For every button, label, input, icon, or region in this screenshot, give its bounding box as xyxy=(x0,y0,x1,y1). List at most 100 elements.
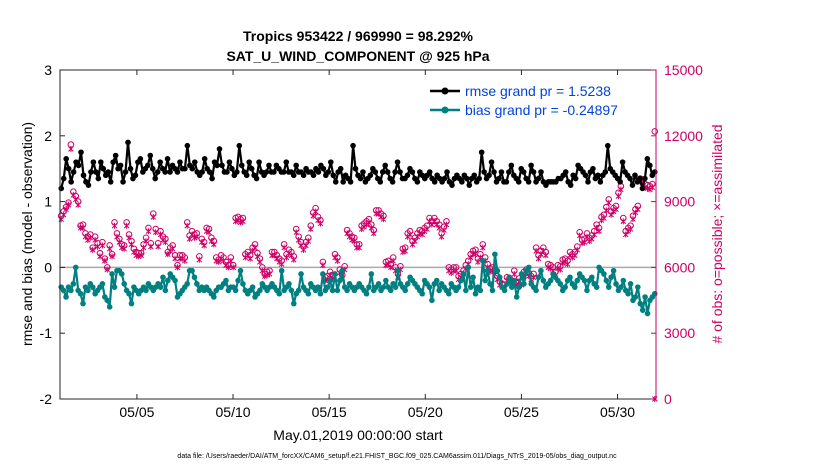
obs-assimilated-point-96 xyxy=(291,256,297,263)
bias-point-82 xyxy=(257,287,263,294)
obs-assimilated-point-135 xyxy=(385,261,392,268)
obs-assimilated-point-156 xyxy=(436,224,442,231)
obs-assimilated-point-95 xyxy=(288,252,295,259)
bias-point-188 xyxy=(513,294,520,300)
rmse-point-149 xyxy=(426,169,433,175)
obs-assimilated-point-238 xyxy=(635,206,641,213)
obs-assimilated-point-235 xyxy=(627,226,634,233)
bias-point-153 xyxy=(429,297,435,304)
rmse-point-12 xyxy=(88,169,94,175)
rmse-point-235 xyxy=(639,185,646,192)
obs-assimilated-point-230 xyxy=(615,193,622,200)
obs-assimilated-point-41 xyxy=(157,231,164,238)
rmse-point-37 xyxy=(149,165,156,172)
obs-assimilated-point-28 xyxy=(126,234,132,241)
rmse-point-237 xyxy=(644,156,651,162)
obs-assimilated-point-44 xyxy=(165,251,171,258)
obs-assimilated-point-137 xyxy=(390,257,396,264)
obs-assimilated-point-219 xyxy=(589,235,595,242)
plot-frame xyxy=(59,69,657,400)
obs-assimilated-point-61 xyxy=(206,229,212,236)
obs-assimilated-point-67 xyxy=(220,257,227,264)
rmse-point-27 xyxy=(125,139,131,146)
obs-assimilated-point-33 xyxy=(138,252,144,259)
rmse-point-187 xyxy=(520,169,527,175)
rmse-point-94 xyxy=(290,172,297,179)
obs-assimilated-point-157 xyxy=(438,233,445,240)
obs-assimilated-point-153 xyxy=(429,221,435,228)
bias-point-5 xyxy=(70,281,77,287)
bias-point-185 xyxy=(506,274,513,281)
bias-point-143 xyxy=(404,281,411,287)
obs-assimilated-point-232 xyxy=(620,218,627,225)
obs-assimilated-series xyxy=(58,145,658,402)
rmse-point-226 xyxy=(617,179,623,185)
rmse-point-173 xyxy=(486,172,492,179)
obs-assimilated-point-133 xyxy=(380,216,387,223)
legend-rmse-label: rmse grand pr = 1.5238 xyxy=(465,83,611,99)
rmse-point-91 xyxy=(283,159,290,165)
obs-assimilated-point-209 xyxy=(564,261,571,268)
obs-assimilated-point-89 xyxy=(274,255,280,262)
obs-assimilated-point-199 xyxy=(540,247,547,254)
obs-assimilated-point-102 xyxy=(305,238,312,245)
rmse-point-217 xyxy=(595,172,601,179)
bias-point-6 xyxy=(72,264,79,271)
left-tick-label-1: 2 xyxy=(44,128,52,144)
bias-point-21 xyxy=(109,271,115,277)
obs-assimilated-point-163 xyxy=(453,267,459,274)
bias-point-1 xyxy=(60,287,67,294)
right-axis-label: # of obs: o=possible; ×=assimilated xyxy=(709,124,725,343)
rmse-point-164 xyxy=(464,175,470,182)
obs-assimilated-point-131 xyxy=(375,210,382,217)
bias-point-191 xyxy=(521,281,527,287)
bias-point-68 xyxy=(223,277,229,284)
rmse-point-57 xyxy=(199,169,205,175)
rmse-point-165 xyxy=(466,182,473,188)
obs-assimilated-point-86 xyxy=(266,270,273,277)
bias-point-227 xyxy=(608,274,614,281)
obs-assimilated-point-47 xyxy=(172,255,178,262)
bias-point-28 xyxy=(126,290,132,297)
obs-assimilated-point-237 xyxy=(632,209,639,216)
bias-point-11 xyxy=(85,287,91,294)
rmse-point-121 xyxy=(357,175,364,182)
left-tick-label-4: -1 xyxy=(40,325,53,341)
bias-point-160 xyxy=(446,290,452,297)
rmse-point-185 xyxy=(515,179,522,185)
bias-point-43 xyxy=(162,287,169,294)
obs-assimilated-point-78 xyxy=(247,255,253,262)
bias-point-190 xyxy=(518,271,525,277)
obs-assimilated-point-100 xyxy=(300,246,307,253)
rmse-point-19 xyxy=(105,169,112,175)
bias-point-25 xyxy=(118,271,125,277)
rmse-point-232 xyxy=(632,172,638,179)
obs-assimilated-point-79 xyxy=(249,247,256,254)
obs-assimilated-point-129 xyxy=(370,230,377,237)
rmse-point-8 xyxy=(78,149,84,156)
bias-point-75 xyxy=(240,281,246,287)
right-tick-label-3: 6000 xyxy=(664,259,695,275)
rmse-point-28 xyxy=(127,165,134,172)
obs-assimilated-point-9 xyxy=(80,224,86,231)
rmse-point-64 xyxy=(216,146,223,152)
left-tick-label-5: -2 xyxy=(40,391,53,407)
rmse-point-162 xyxy=(459,179,465,185)
rmse-point-25 xyxy=(120,179,126,185)
rmse-point-238 xyxy=(647,162,653,169)
bias-point-155 xyxy=(433,277,440,284)
x-tick-label-0: 05/05 xyxy=(119,404,154,420)
bias-point-98 xyxy=(295,287,302,294)
obs-assimilated-point-37 xyxy=(148,243,154,250)
left-tick-label-2: 1 xyxy=(44,194,52,210)
obs-assimilated-point-103 xyxy=(308,226,314,233)
left-axis-label: rmse and bias (model - observation) xyxy=(19,122,35,346)
obs-assimilated-point-71 xyxy=(230,264,236,271)
obs-assimilated-point-93 xyxy=(283,254,290,261)
bias-point-133 xyxy=(380,284,387,290)
rmse-point-231 xyxy=(629,182,636,188)
rmse-point-108 xyxy=(325,169,332,175)
obs-assimilated-point-51 xyxy=(182,257,188,264)
bias-point-106 xyxy=(315,284,321,290)
